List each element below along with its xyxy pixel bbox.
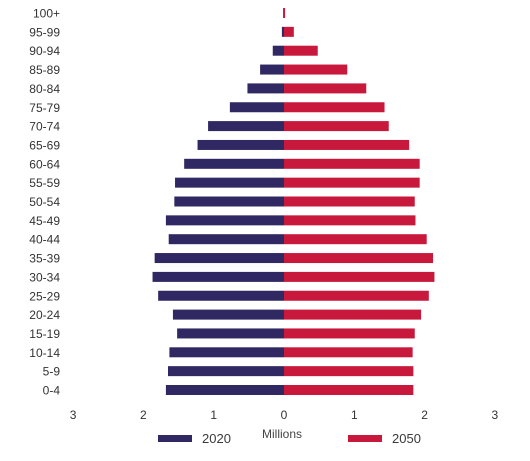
bar-2020-15-19 — [177, 328, 284, 339]
x-tick-label-3: 0 — [281, 408, 288, 422]
bar-2050-10-14 — [284, 347, 413, 358]
bar-2050-80-84 — [284, 83, 367, 94]
legend-label-2020: 2020 — [202, 430, 231, 446]
bar-2020-30-34 — [152, 271, 284, 282]
x-tick-label-4: 1 — [351, 408, 358, 422]
category-label-55-59: 55-59 — [29, 176, 60, 190]
category-label-50-54: 50-54 — [29, 195, 60, 209]
bar-2020-80-84 — [247, 83, 284, 94]
bar-2020-20-24 — [172, 309, 284, 320]
category-label-10-14: 10-14 — [29, 346, 60, 360]
x-axis-label: Millions — [262, 427, 303, 441]
bar-2050-65-69 — [284, 139, 410, 150]
category-label-20-24: 20-24 — [29, 308, 60, 322]
bar-2050-30-34 — [284, 271, 435, 282]
bar-2020-55-59 — [175, 177, 284, 188]
bar-2020-60-64 — [184, 158, 284, 169]
category-label-95-99: 95-99 — [29, 25, 60, 39]
legend-item-2020: 2020 — [158, 426, 231, 450]
category-label-5-9: 5-9 — [43, 365, 61, 379]
category-label-65-69: 65-69 — [29, 138, 60, 152]
category-label-75-79: 75-79 — [29, 101, 60, 115]
bar-2050-85-89 — [284, 64, 348, 75]
category-label-70-74: 70-74 — [29, 120, 60, 134]
bar-2050-60-64 — [284, 158, 420, 169]
bar-2050-75-79 — [284, 102, 385, 113]
category-label-100plus: 100+ — [33, 7, 60, 21]
category-label-0-4: 0-4 — [43, 384, 61, 398]
bar-2020-35-39 — [154, 253, 284, 264]
bar-2020-5-9 — [168, 366, 284, 377]
category-label-15-19: 15-19 — [29, 327, 60, 341]
legend-swatch-2050 — [348, 434, 382, 442]
bar-2020-10-14 — [169, 347, 284, 358]
category-label-60-64: 60-64 — [29, 157, 60, 171]
bar-2050-50-54 — [284, 196, 415, 207]
bar-2050-70-74 — [284, 121, 389, 132]
x-tick-label-2: 1 — [210, 408, 217, 422]
bar-2050-25-29 — [284, 290, 429, 301]
bar-2020-0-4 — [165, 385, 284, 395]
x-tick-label-5: 2 — [421, 408, 428, 422]
bar-2050-0-4 — [284, 385, 414, 395]
legend-label-2050: 2050 — [392, 430, 421, 446]
bar-2050-100plus — [284, 8, 286, 18]
x-tick-label-1: 2 — [140, 408, 147, 422]
bar-2020-45-49 — [165, 215, 284, 226]
category-label-80-84: 80-84 — [29, 82, 60, 96]
bar-2050-5-9 — [284, 366, 414, 377]
bar-2050-90-94 — [284, 45, 318, 56]
x-tick-label-0: 3 — [70, 408, 77, 422]
category-label-40-44: 40-44 — [29, 233, 60, 247]
bar-2020-75-79 — [229, 102, 284, 113]
bar-2050-95-99 — [284, 26, 294, 37]
bar-2020-85-89 — [260, 64, 284, 75]
bar-2050-55-59 — [284, 177, 420, 188]
category-label-45-49: 45-49 — [29, 214, 60, 228]
legend: 2020 2050 — [0, 426, 530, 450]
x-tick-label-6: 3 — [492, 408, 499, 422]
bar-2050-45-49 — [284, 215, 416, 226]
bar-2020-90-94 — [272, 45, 284, 56]
category-label-85-89: 85-89 — [29, 63, 60, 77]
bar-2050-20-24 — [284, 309, 422, 320]
bar-2020-50-54 — [174, 196, 284, 207]
bar-2050-35-39 — [284, 253, 434, 264]
bar-2050-15-19 — [284, 328, 415, 339]
bar-2020-70-74 — [208, 121, 284, 132]
category-label-35-39: 35-39 — [29, 252, 60, 266]
bar-2020-100plus — [283, 8, 284, 18]
category-label-30-34: 30-34 — [29, 270, 60, 284]
category-label-25-29: 25-29 — [29, 289, 60, 303]
legend-swatch-2020 — [158, 434, 192, 442]
bar-2020-40-44 — [168, 234, 284, 245]
legend-item-2050: 2050 — [348, 426, 421, 450]
category-label-90-94: 90-94 — [29, 44, 60, 58]
bar-2050-40-44 — [284, 234, 427, 245]
bar-2020-95-99 — [281, 26, 284, 37]
bar-2020-25-29 — [158, 290, 284, 301]
bar-2020-65-69 — [197, 139, 284, 150]
